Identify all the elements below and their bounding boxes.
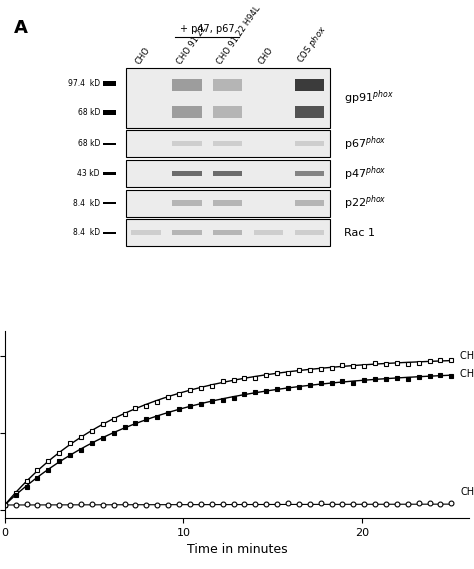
Bar bbox=[172, 200, 201, 206]
FancyBboxPatch shape bbox=[126, 130, 330, 157]
Text: 68 kD: 68 kD bbox=[78, 108, 100, 117]
Text: 8.4  kD: 8.4 kD bbox=[73, 199, 100, 208]
Text: 8.4  kD: 8.4 kD bbox=[73, 228, 100, 237]
Text: p47$^{\it{phox}}$: p47$^{\it{phox}}$ bbox=[344, 164, 386, 183]
Bar bbox=[172, 230, 201, 236]
Text: CHO 91.22: CHO 91.22 bbox=[460, 369, 474, 380]
Text: CHO 91.22 H94L: CHO 91.22 H94L bbox=[216, 5, 263, 66]
Text: CHO: CHO bbox=[460, 487, 474, 497]
Bar bbox=[295, 106, 324, 118]
Text: 97.4  kD: 97.4 kD bbox=[68, 79, 100, 88]
Bar bbox=[254, 230, 283, 236]
Bar bbox=[103, 232, 116, 234]
Text: p22$^{\it{phox}}$: p22$^{\it{phox}}$ bbox=[344, 194, 386, 212]
Bar bbox=[172, 171, 201, 176]
Bar bbox=[213, 230, 242, 236]
Text: gp91$^{\it{phox}}$: gp91$^{\it{phox}}$ bbox=[344, 89, 393, 108]
Bar bbox=[295, 230, 324, 236]
Bar bbox=[103, 202, 116, 204]
Bar bbox=[213, 200, 242, 206]
Bar bbox=[103, 172, 116, 175]
Bar bbox=[103, 81, 116, 86]
X-axis label: Time in minutes: Time in minutes bbox=[187, 543, 287, 556]
Text: p67$^{\it{phox}}$: p67$^{\it{phox}}$ bbox=[344, 134, 386, 153]
Text: A: A bbox=[14, 19, 28, 38]
Text: CHO: CHO bbox=[134, 46, 152, 66]
Bar bbox=[213, 171, 242, 176]
Text: CHO 91.22: CHO 91.22 bbox=[175, 24, 208, 66]
Text: Rac 1: Rac 1 bbox=[344, 228, 375, 238]
Bar bbox=[131, 230, 161, 236]
Bar bbox=[295, 171, 324, 176]
Bar bbox=[172, 106, 201, 118]
Bar bbox=[213, 141, 242, 146]
Text: 43 kD: 43 kD bbox=[77, 169, 100, 178]
Bar bbox=[295, 141, 324, 146]
Text: + p47, p67: + p47, p67 bbox=[180, 24, 235, 34]
Text: COS $\it{phox}$: COS $\it{phox}$ bbox=[294, 23, 329, 66]
Bar bbox=[103, 110, 116, 116]
Bar bbox=[172, 141, 201, 146]
Bar bbox=[213, 79, 242, 91]
Bar bbox=[213, 106, 242, 118]
FancyBboxPatch shape bbox=[126, 160, 330, 187]
FancyBboxPatch shape bbox=[126, 68, 330, 127]
Text: CHO: CHO bbox=[256, 46, 275, 66]
Bar bbox=[172, 79, 201, 91]
Bar bbox=[103, 143, 116, 145]
Bar bbox=[295, 200, 324, 206]
FancyBboxPatch shape bbox=[126, 219, 330, 246]
Bar bbox=[295, 79, 324, 91]
FancyBboxPatch shape bbox=[126, 189, 330, 217]
Text: CHO 91.22 H94L: CHO 91.22 H94L bbox=[460, 352, 474, 361]
Text: 68 kD: 68 kD bbox=[78, 139, 100, 149]
